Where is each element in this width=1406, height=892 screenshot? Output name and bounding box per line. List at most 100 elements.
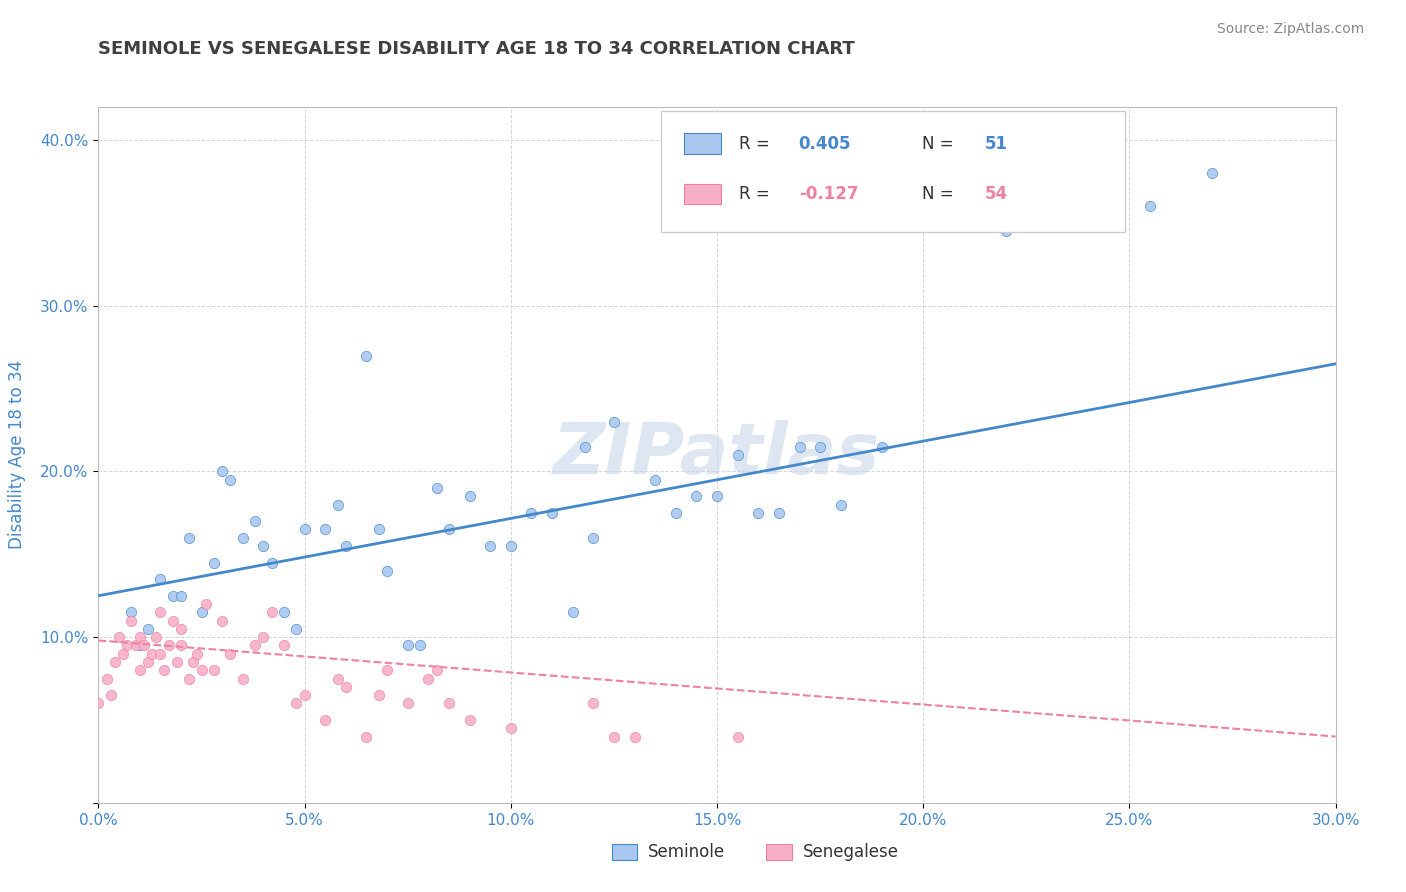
Point <box>252 539 274 553</box>
Text: Seminole: Seminole <box>648 843 725 861</box>
Point <box>153 663 176 677</box>
Point <box>260 556 283 570</box>
Point <box>294 688 316 702</box>
Point <box>128 663 150 677</box>
Point <box>479 539 502 553</box>
Point <box>252 630 274 644</box>
Point <box>202 556 225 570</box>
Point <box>1139 199 1161 213</box>
Point <box>285 622 308 636</box>
Point <box>426 481 449 495</box>
Point <box>108 630 131 644</box>
Point <box>870 440 893 454</box>
Point <box>170 622 193 636</box>
Point <box>149 572 172 586</box>
Point <box>124 639 146 653</box>
Point <box>1201 166 1223 180</box>
FancyBboxPatch shape <box>661 111 1125 232</box>
Point <box>409 639 432 653</box>
Point <box>603 415 626 429</box>
Point <box>499 721 522 735</box>
Point <box>326 672 349 686</box>
Point <box>181 655 204 669</box>
Point <box>243 639 266 653</box>
Point <box>375 564 398 578</box>
Point <box>437 523 460 537</box>
Point <box>375 663 398 677</box>
Point <box>273 639 295 653</box>
Text: Senegalese: Senegalese <box>803 843 898 861</box>
Bar <box>683 134 721 154</box>
Point <box>202 663 225 677</box>
Point <box>136 622 159 636</box>
Bar <box>683 184 721 204</box>
Point <box>211 614 233 628</box>
Point <box>356 349 378 363</box>
Point <box>644 473 666 487</box>
Point <box>243 514 266 528</box>
Point <box>100 688 122 702</box>
Point <box>356 730 378 744</box>
Point <box>706 489 728 503</box>
Point <box>458 713 481 727</box>
Point <box>219 473 242 487</box>
Point <box>426 663 449 677</box>
Point <box>117 639 139 653</box>
Point <box>294 523 316 537</box>
Point <box>87 697 110 711</box>
Point <box>120 605 142 619</box>
Point <box>808 440 831 454</box>
Point <box>149 647 172 661</box>
Point <box>830 498 852 512</box>
Point <box>367 523 389 537</box>
Point <box>326 498 349 512</box>
Point <box>145 630 167 644</box>
Point <box>582 531 605 545</box>
Point <box>685 489 707 503</box>
Text: -0.127: -0.127 <box>799 185 858 203</box>
Point <box>499 539 522 553</box>
Point <box>335 539 357 553</box>
Point <box>141 647 163 661</box>
Point <box>260 605 283 619</box>
Point <box>128 639 150 653</box>
Point <box>190 605 212 619</box>
Point <box>179 672 201 686</box>
Point <box>170 639 193 653</box>
Point <box>396 639 419 653</box>
Point <box>418 672 440 686</box>
Point <box>190 663 212 677</box>
Point <box>166 655 188 669</box>
Text: 54: 54 <box>984 185 1008 203</box>
Text: R =: R = <box>740 185 775 203</box>
Text: 0.405: 0.405 <box>799 135 851 153</box>
Point <box>458 489 481 503</box>
Point <box>437 697 460 711</box>
Point <box>211 465 233 479</box>
Point <box>789 440 811 454</box>
Point <box>582 697 605 711</box>
Text: N =: N = <box>922 185 959 203</box>
Text: ZIPatlas: ZIPatlas <box>554 420 880 490</box>
Point <box>335 680 357 694</box>
Point <box>179 531 201 545</box>
Point <box>623 730 645 744</box>
Point <box>120 614 142 628</box>
Point <box>396 697 419 711</box>
Point <box>132 639 155 653</box>
Text: N =: N = <box>922 135 959 153</box>
Point <box>727 448 749 462</box>
Text: Source: ZipAtlas.com: Source: ZipAtlas.com <box>1216 22 1364 37</box>
Point <box>96 672 118 686</box>
Point <box>186 647 208 661</box>
Point <box>314 713 336 727</box>
Point <box>768 506 790 520</box>
Point <box>136 655 159 669</box>
Point <box>128 630 150 644</box>
Point <box>232 531 254 545</box>
Text: R =: R = <box>740 135 775 153</box>
Text: SEMINOLE VS SENEGALESE DISABILITY AGE 18 TO 34 CORRELATION CHART: SEMINOLE VS SENEGALESE DISABILITY AGE 18… <box>98 40 855 58</box>
Point <box>665 506 688 520</box>
Point <box>520 506 543 520</box>
Point <box>541 506 564 520</box>
